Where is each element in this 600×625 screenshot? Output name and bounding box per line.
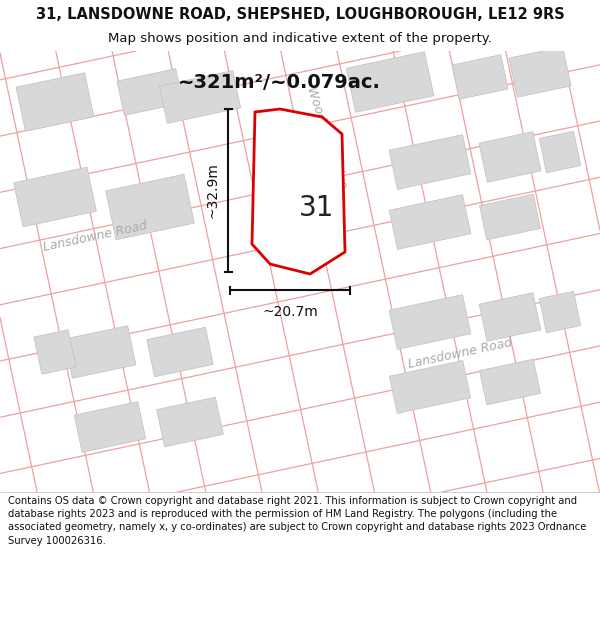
- Polygon shape: [34, 330, 76, 374]
- Text: Woodlands Drive: Woodlands Drive: [304, 84, 350, 189]
- Polygon shape: [539, 131, 581, 173]
- Text: 31, LANSDOWNE ROAD, SHEPSHED, LOUGHBOROUGH, LE12 9RS: 31, LANSDOWNE ROAD, SHEPSHED, LOUGHBOROU…: [35, 7, 565, 22]
- Text: Lansdowne Road: Lansdowne Road: [42, 219, 148, 254]
- Polygon shape: [479, 359, 541, 405]
- Polygon shape: [74, 402, 146, 452]
- Polygon shape: [117, 69, 183, 116]
- Polygon shape: [479, 292, 541, 341]
- Polygon shape: [147, 327, 213, 377]
- Text: ~32.9m: ~32.9m: [205, 162, 219, 218]
- Polygon shape: [509, 47, 571, 98]
- Polygon shape: [16, 72, 94, 131]
- Polygon shape: [452, 54, 508, 99]
- Polygon shape: [479, 132, 541, 182]
- Text: Lansdowne Road: Lansdowne Road: [407, 337, 513, 371]
- Polygon shape: [157, 397, 223, 447]
- Polygon shape: [106, 174, 194, 240]
- Polygon shape: [346, 52, 434, 112]
- Text: 31: 31: [299, 194, 335, 222]
- Text: Map shows position and indicative extent of the property.: Map shows position and indicative extent…: [108, 32, 492, 45]
- Polygon shape: [479, 194, 541, 240]
- Polygon shape: [160, 71, 241, 123]
- Polygon shape: [389, 294, 471, 349]
- Text: ~321m²/~0.079ac.: ~321m²/~0.079ac.: [178, 72, 381, 91]
- Polygon shape: [389, 361, 470, 413]
- Polygon shape: [539, 291, 581, 332]
- Polygon shape: [64, 326, 136, 378]
- Polygon shape: [252, 109, 345, 274]
- Text: ~20.7m: ~20.7m: [262, 305, 318, 319]
- Polygon shape: [14, 168, 97, 227]
- Polygon shape: [389, 194, 471, 249]
- Text: Contains OS data © Crown copyright and database right 2021. This information is : Contains OS data © Crown copyright and d…: [8, 496, 586, 546]
- Polygon shape: [389, 134, 471, 189]
